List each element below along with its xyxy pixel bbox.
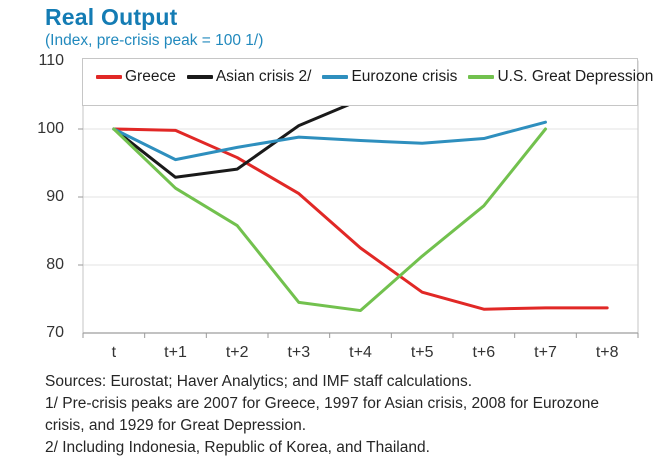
y-tick-label-80: 80 xyxy=(46,256,64,273)
legend-line-sample-eurozone-crisis xyxy=(322,75,349,79)
series-line-u-s-great-depression xyxy=(112,127,547,313)
legend-label-asian-crisis-2: Asian crisis 2/ xyxy=(215,68,312,85)
x-tick-label-t: t xyxy=(111,344,117,361)
x-tick-label-tplus5: t+5 xyxy=(410,344,434,361)
x-tick-label-tplus8: t+8 xyxy=(595,344,619,361)
x-tick-label-tplus3: t+3 xyxy=(287,344,311,361)
legend-entry-eurozone-crisis: Eurozone crisis xyxy=(322,68,457,86)
legend-label-u-s-great-depression: U.S. Great Depression xyxy=(497,68,654,85)
legend-entry-greece: Greece xyxy=(96,68,176,86)
series-line-asian-crisis-2 xyxy=(112,98,362,179)
footnote-line-3: crisis, and 1929 for Great Depression. xyxy=(45,417,307,434)
chart-legend: Greece Asian crisis 2/Eurozone crisis U.S.… xyxy=(82,58,653,106)
footnote-line-4: 2/ Including Indonesia, Republic of Kore… xyxy=(45,439,430,456)
series-line-greece xyxy=(112,127,609,311)
legend-label-eurozone-crisis: Eurozone crisis xyxy=(351,68,458,85)
chart-title: Real Output xyxy=(45,4,178,30)
legend-label-greece: Greece xyxy=(125,68,176,85)
x-tick-label-tplus1: t+1 xyxy=(164,344,187,361)
legend-entry-asian-crisis-2: Asian crisis 2/ xyxy=(186,68,312,86)
y-tick-label-90: 90 xyxy=(46,188,64,205)
x-tick-label-tplus7: t+7 xyxy=(534,344,557,361)
x-tick-label-tplus6: t+6 xyxy=(472,344,496,361)
y-tick-label-100: 100 xyxy=(37,120,64,137)
footnote-line-2: 1/ Pre-crisis peaks are 2007 for Greece,… xyxy=(45,395,599,412)
series-line-eurozone-crisis xyxy=(112,120,547,162)
footnote-line-1: Sources: Eurostat; Haver Analytics; and … xyxy=(45,373,473,390)
chart-subtitle: (Index, pre-crisis peak = 100 1/) xyxy=(45,32,264,49)
legend-line-sample-asian-crisis-2 xyxy=(186,75,213,79)
legend-line-sample-u-s-great-depression xyxy=(468,75,495,79)
x-tick-label-tplus2: t+2 xyxy=(225,344,249,361)
footnotes: Sources: Eurostat; Haver Analytics; and … xyxy=(45,371,640,459)
y-tick-label-110: 110 xyxy=(38,52,64,69)
legend-line-sample-greece xyxy=(96,75,122,79)
legend-entry-u-s-great-depression: U.S. Great Depression xyxy=(468,68,653,86)
x-tick-label-tplus4: t+4 xyxy=(349,344,372,361)
y-tick-label-70: 70 xyxy=(46,324,64,341)
